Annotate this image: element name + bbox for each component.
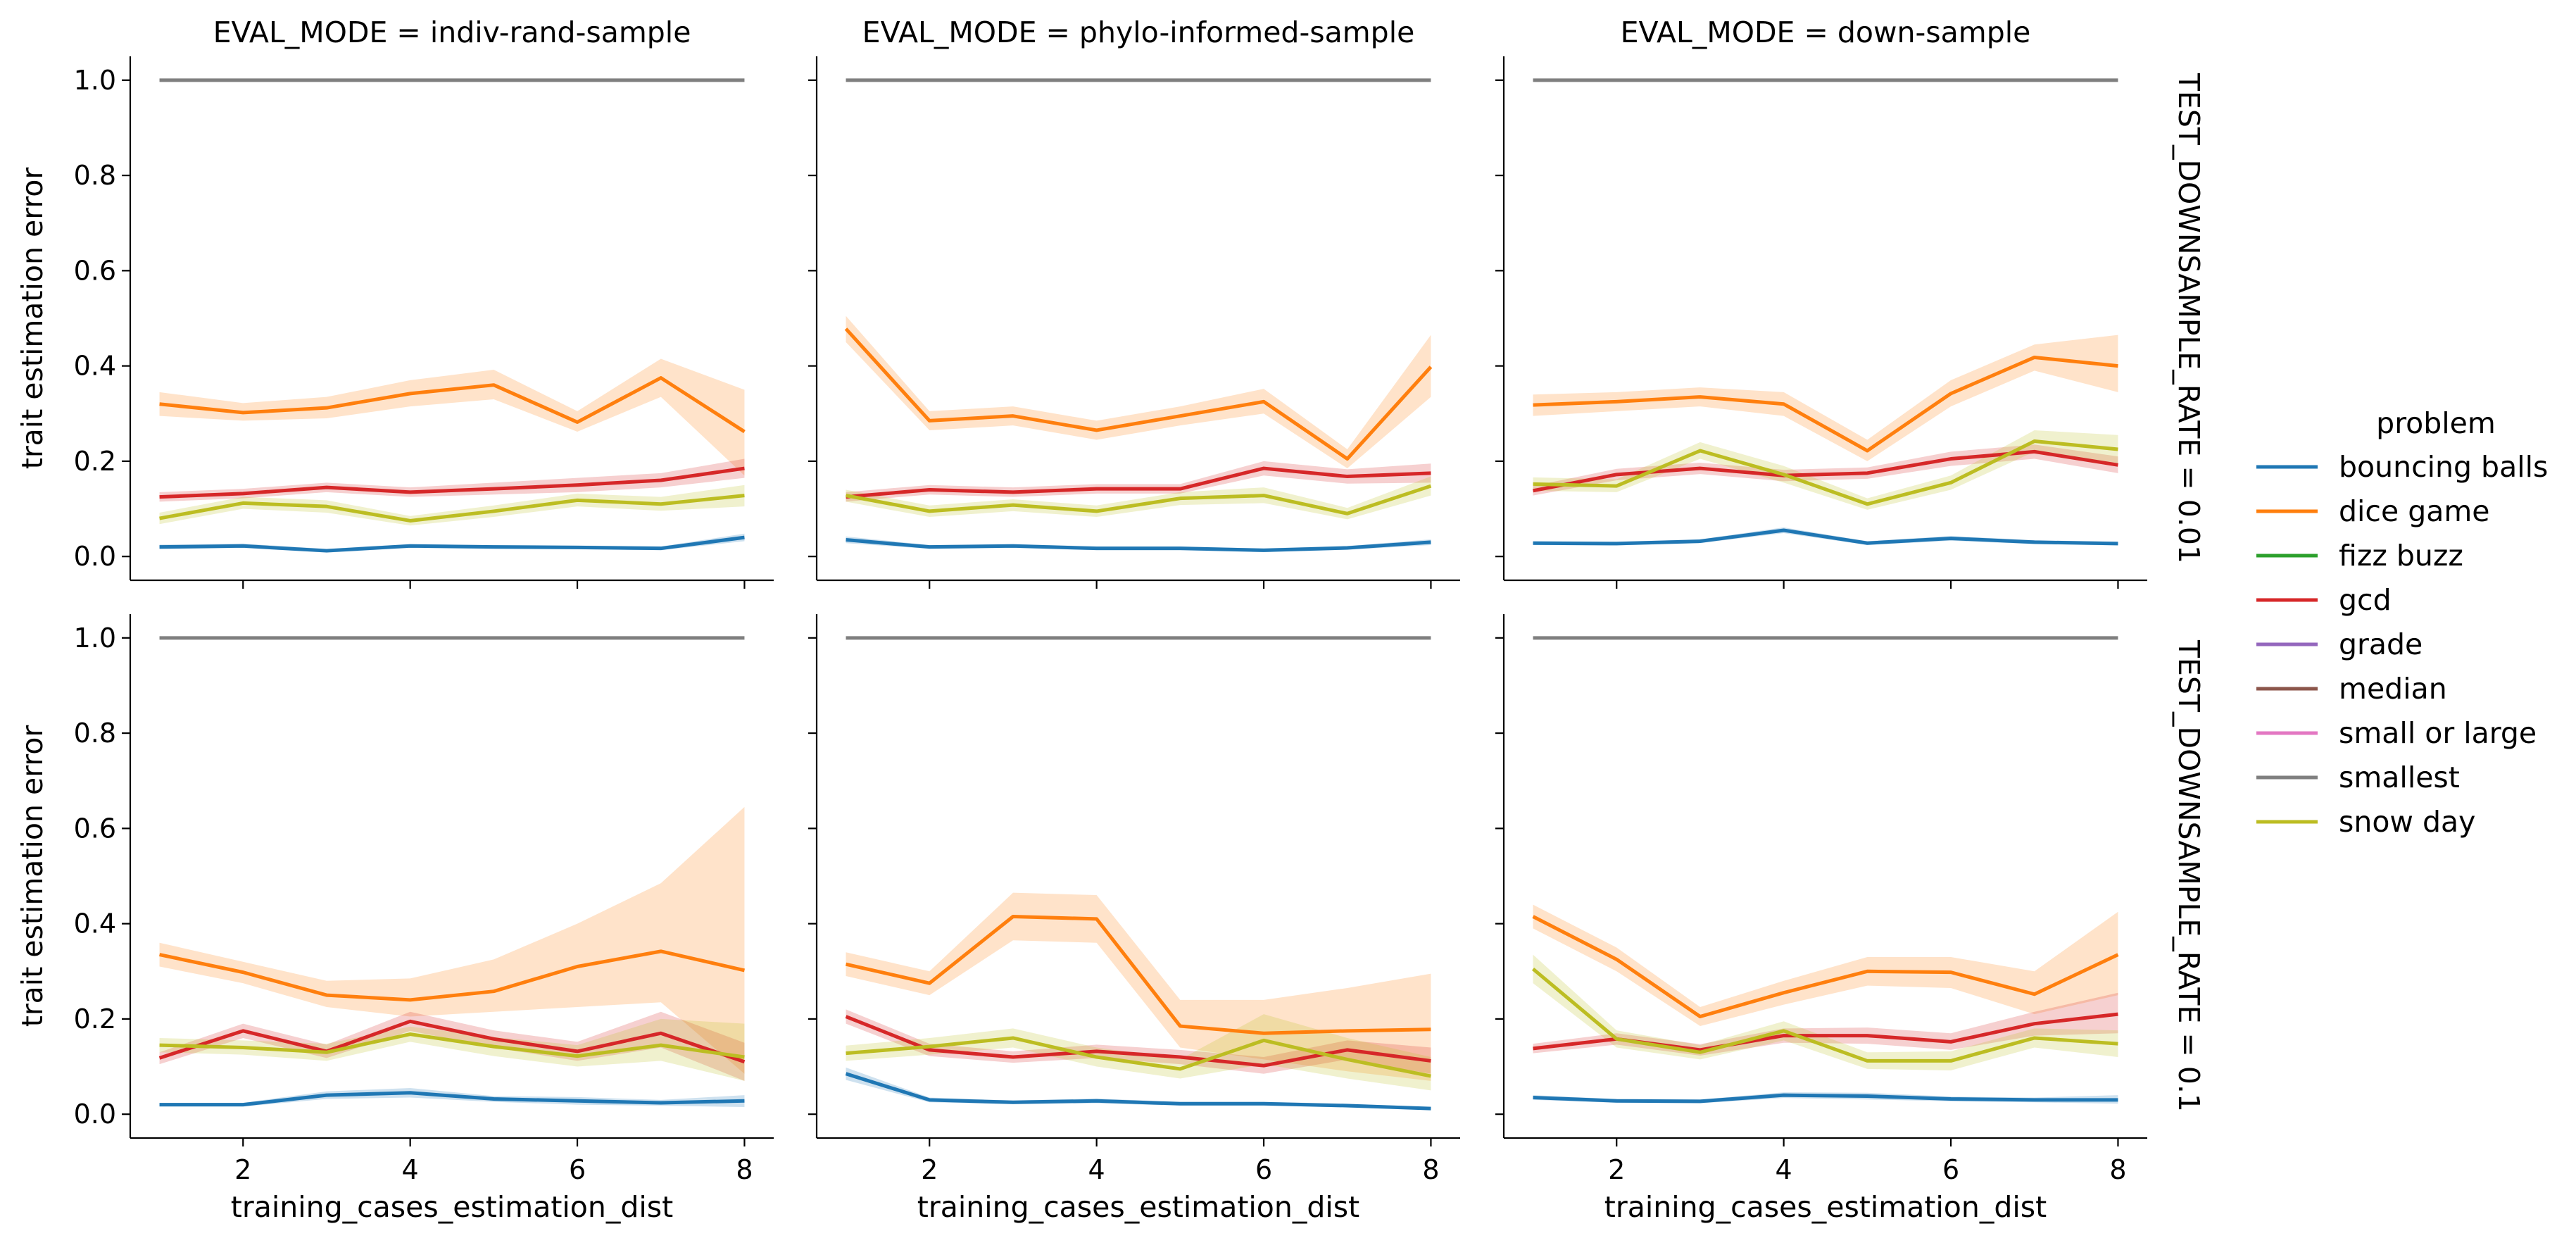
row-title: TEST_DOWNSAMPLE_RATE = 0.01: [2172, 73, 2206, 563]
panel-r0-c2: [1495, 56, 2147, 589]
column-title: EVAL_MODE = down-sample: [1621, 15, 2031, 49]
legend-label: dice game: [2339, 494, 2490, 528]
series-line-bouncing-balls: [1533, 1093, 2118, 1104]
panel-r0-c0: 0.0 0.2 0.4 0.6 0.8 1.0: [74, 56, 774, 589]
y-tick-label: 0.6: [74, 813, 116, 844]
series-line-bouncing-balls: [1533, 528, 2118, 546]
legend-item: smallest: [2256, 761, 2460, 794]
legend-item: fizz buzz: [2256, 539, 2463, 573]
legend-label: snow day: [2339, 805, 2475, 839]
series-line-gcd: [159, 466, 745, 499]
x-tick-label: 4: [402, 1154, 419, 1185]
y-tick-label: 0.2: [74, 446, 116, 477]
series-line-snow-day: [1531, 967, 2118, 1063]
panel-r1-c2: 2 4 6 8: [1495, 614, 2147, 1185]
y-axis-label: trait estimation error: [15, 168, 49, 470]
series-line-snow-day: [159, 1032, 745, 1059]
y-axis-label: trait estimation error: [15, 725, 49, 1027]
x-tick-label: 2: [1608, 1154, 1625, 1185]
series-line-bouncing-balls: [846, 538, 1431, 552]
series-line-gcd: [158, 1019, 746, 1064]
series-line-snow-day: [1533, 439, 2118, 506]
legend-item: gcd: [2256, 583, 2392, 617]
x-tick-label: 6: [569, 1154, 586, 1185]
x-tick-label: 4: [1776, 1154, 1792, 1185]
series-line-bouncing-balls: [159, 1091, 745, 1107]
y-tick-label: 0.2: [74, 1004, 116, 1035]
y-tick-label: 0.8: [74, 160, 116, 191]
legend-item: snow day: [2256, 805, 2475, 839]
legend-label: bouncing balls: [2339, 450, 2548, 484]
y-tick-label: 0.0: [74, 1099, 116, 1130]
row-title: TEST_DOWNSAMPLE_RATE = 0.1: [2172, 639, 2206, 1112]
panels-layer: 0.0 0.2 0.4 0.6 0.8 1.0 0.0 0.2 0.4 0.6 0.8 1.0 2 4 6 8…: [74, 56, 2147, 1185]
ci-band-snow-day: [846, 476, 1431, 520]
y-tick-label: 0.0: [74, 541, 116, 572]
legend-label: grade: [2339, 627, 2423, 661]
x-tick-label: 6: [1942, 1154, 1959, 1185]
y-tick-label: 0.6: [74, 255, 116, 286]
series-line-gcd: [845, 1015, 1431, 1068]
legend-label: smallest: [2339, 761, 2460, 794]
legend-item: small or large: [2256, 716, 2537, 750]
x-tick-label: 8: [1422, 1154, 1439, 1185]
series-line-gcd: [1533, 449, 2118, 493]
series-line-snow-day: [846, 1036, 1431, 1078]
ci-band-gcd: [846, 461, 1431, 502]
series-line-dice-game: [844, 327, 1433, 461]
column-title: EVAL_MODE = indiv-rand-sample: [213, 15, 691, 49]
y-tick-label: 0.4: [74, 908, 116, 939]
panel-r1-c1: 2 4 6 8: [808, 614, 1460, 1185]
series-line-gcd: [846, 466, 1431, 499]
legend-label: small or large: [2339, 716, 2537, 750]
series-line-dice-game: [1532, 915, 2119, 1019]
legend-item: dice game: [2256, 494, 2490, 528]
x-tick-label: 4: [1088, 1154, 1105, 1185]
x-tick-label: 2: [921, 1154, 938, 1185]
series-line-snow-day: [159, 494, 745, 523]
legend-label: median: [2339, 672, 2447, 706]
legend-label: gcd: [2339, 583, 2392, 617]
ci-band-dice-game: [846, 315, 1431, 469]
panel-r0-c1: [808, 56, 1460, 589]
series-line-bouncing-balls: [845, 1072, 1431, 1111]
labels-layer: EVAL_MODE = indiv-rand-sample EVAL_MODE =…: [15, 15, 2206, 1224]
ci-band-gcd: [1533, 992, 2118, 1056]
legend-item: median: [2256, 672, 2447, 706]
legend-label: fizz buzz: [2339, 539, 2463, 573]
ci-band-snow-day: [159, 485, 745, 526]
legend-item: bouncing balls: [2256, 450, 2548, 484]
ci-band-gcd: [159, 1011, 745, 1081]
x-axis-label: training_cases_estimation_dist: [1604, 1190, 2047, 1224]
x-tick-label: 8: [736, 1154, 753, 1185]
legend-title: problem: [2376, 406, 2496, 440]
ci-band-dice-game: [159, 358, 745, 476]
x-axis-label: training_cases_estimation_dist: [231, 1190, 673, 1224]
legend: problem bouncing balls dice game fizz buzz g…: [2256, 406, 2548, 839]
y-tick-label: 1.0: [74, 623, 116, 654]
ci-band-gcd: [846, 1009, 1431, 1074]
x-tick-label: 8: [2109, 1154, 2126, 1185]
ci-band-dice-game: [159, 806, 745, 1074]
legend-item: grade: [2256, 627, 2423, 661]
series-line-dice-game: [159, 376, 746, 434]
x-axis-label: training_cases_estimation_dist: [917, 1190, 1359, 1224]
panel-r1-c0: 0.0 0.2 0.4 0.6 0.8 1.0 2 4 6 8: [74, 614, 774, 1185]
series-line-snow-day: [846, 484, 1432, 515]
series-line-dice-game: [1533, 355, 2118, 453]
x-tick-label: 2: [234, 1154, 251, 1185]
x-tick-label: 6: [1255, 1154, 1272, 1185]
ci-band-gcd: [159, 458, 745, 502]
ci-band-dice-game: [1533, 904, 2118, 1027]
y-tick-label: 0.4: [74, 351, 116, 382]
series-line-bouncing-balls: [159, 535, 745, 553]
column-title: EVAL_MODE = phylo-informed-sample: [862, 15, 1415, 49]
ci-band-snow-day: [1533, 954, 2118, 1070]
y-tick-label: 1.0: [74, 65, 116, 96]
y-tick-label: 0.8: [74, 718, 116, 749]
series-line-dice-game: [159, 949, 746, 1002]
series-line-dice-game: [845, 914, 1431, 1035]
